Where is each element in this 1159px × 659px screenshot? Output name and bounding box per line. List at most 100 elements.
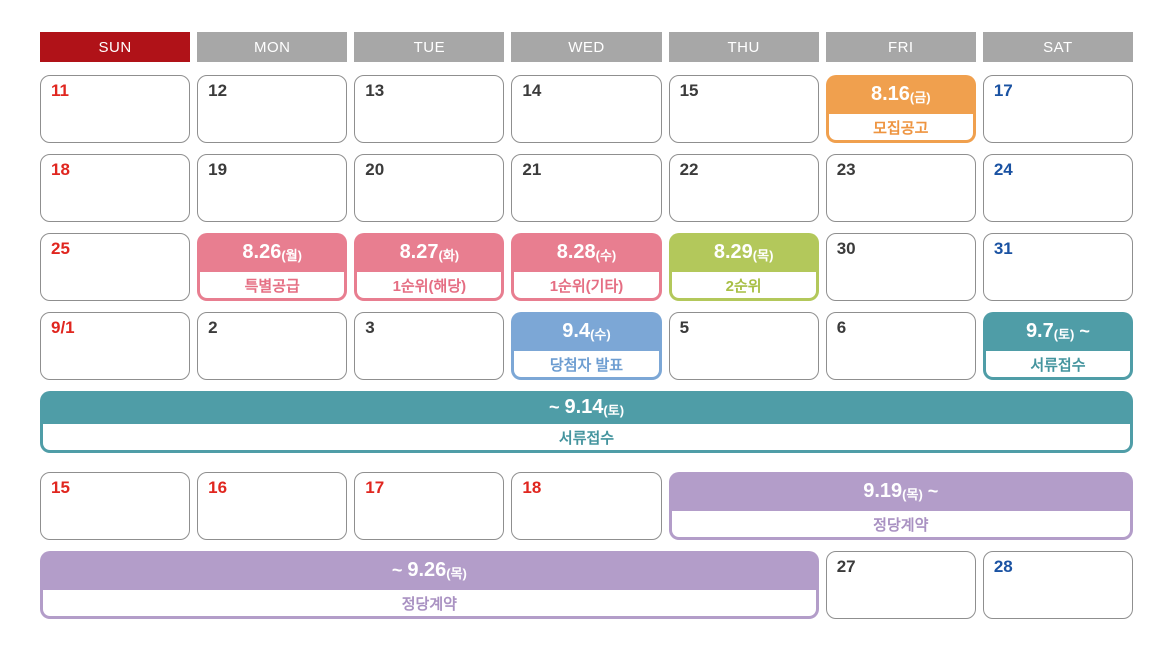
event-document-submission-start: 9.7 (토) ~ 서류접수 (982, 312, 1133, 380)
day-number: 6 (836, 318, 847, 337)
day-number: 5 (679, 318, 690, 337)
day-cell-sep-27: 27 (825, 551, 976, 619)
day-number: 14 (522, 81, 542, 100)
weekday-header-fri: FRI (825, 32, 976, 62)
day-cell-sep-17: 17 (354, 472, 505, 540)
event-date-weekday: (수) (595, 247, 617, 263)
day-cell-aug-24: 24 (982, 154, 1133, 222)
day-number: 18 (522, 478, 542, 497)
event-date-number: 9.26 (407, 559, 447, 581)
day-number: 23 (836, 160, 856, 179)
event-date-weekday: (토) (603, 402, 625, 418)
day-number: 17 (365, 478, 385, 497)
event-date: 9.19 (목) ~ (672, 472, 1130, 511)
day-number: 28 (993, 557, 1013, 576)
event-label: 서류접수 (985, 351, 1130, 377)
day-number: 3 (365, 318, 375, 337)
event-date-tilde: ~ (391, 560, 408, 580)
weekday-header-wed: WED (511, 32, 662, 62)
day-number: 19 (208, 160, 228, 179)
day-cell-sep-5: 5 (668, 312, 819, 380)
event-label: 특별공급 (200, 272, 345, 298)
day-number: 11 (51, 81, 69, 100)
event-date-tilde: ~ (922, 481, 939, 501)
event-winner-announcement: 9.4 (수) 당첨자 발표 (511, 312, 662, 380)
event-label: 모집공고 (828, 114, 973, 140)
day-cell-aug-22: 22 (668, 154, 819, 222)
day-cell-sep-15: 15 (40, 472, 191, 540)
event-date-number: 8.16 (870, 83, 910, 105)
event-date-number: 8.26 (242, 241, 282, 263)
event-label: 정당계약 (43, 590, 816, 616)
day-cell-aug-13: 13 (354, 75, 505, 143)
week-row-4: 9/1 2 3 9.4 (수) 당첨자 발표 5 6 9.7 (토) ~ 서류접수 (40, 312, 1133, 380)
event-date-weekday: (목) (752, 247, 774, 263)
day-number: 31 (993, 239, 1013, 258)
event-date-number: 9.4 (562, 320, 591, 342)
event-date-number: 8.27 (399, 241, 439, 263)
event-date-weekday: (화) (438, 247, 460, 263)
day-cell-aug-12: 12 (197, 75, 348, 143)
weekday-header-row: SUN MON TUE WED THU FRI SAT (40, 32, 1133, 62)
day-cell-sep-18: 18 (511, 472, 662, 540)
day-number: 21 (522, 160, 542, 179)
event-date-tilde: ~ (1074, 321, 1090, 341)
day-number: 18 (51, 160, 70, 179)
event-date-weekday: (수) (590, 326, 611, 342)
weekday-header-mon: MON (197, 32, 348, 62)
day-cell-aug-20: 20 (354, 154, 505, 222)
event-date-number: 9.7 (1025, 320, 1054, 342)
event-date-number: 9.14 (564, 396, 604, 418)
event-date-tilde: ~ (548, 397, 565, 417)
event-date: ~ 9.14 (토) (43, 391, 1130, 424)
day-cell-aug-17: 17 (982, 75, 1133, 143)
day-number: 15 (51, 478, 70, 497)
day-number: 22 (679, 160, 699, 179)
day-cell-sep-2: 2 (197, 312, 348, 380)
event-date: 8.16 (금) (829, 75, 973, 114)
day-number: 24 (993, 160, 1013, 179)
event-date: 8.28 (수) (514, 233, 658, 272)
event-date-number: 8.29 (713, 241, 753, 263)
weekday-header-sat: SAT (982, 32, 1133, 62)
event-document-submission-until: ~ 9.14 (토) 서류접수 (40, 391, 1133, 453)
event-date-weekday: (목) (446, 565, 467, 581)
day-cell-aug-18: 18 (40, 154, 191, 222)
event-date: 9.7 (토) ~ (986, 312, 1130, 351)
week-row-2: 18 19 20 21 22 23 24 (40, 154, 1133, 222)
day-cell-aug-23: 23 (825, 154, 976, 222)
event-date-weekday: (토) (1053, 326, 1075, 342)
application-schedule-calendar: SUN MON TUE WED THU FRI SAT 11 12 13 14 … (40, 32, 1133, 630)
day-cell-aug-19: 19 (197, 154, 348, 222)
event-rank1-local: 8.27 (화) 1순위(해당) (354, 233, 505, 301)
event-label: 1순위(기타) (514, 272, 659, 298)
event-date-weekday: (금) (909, 89, 931, 105)
day-cell-sep-16: 16 (197, 472, 348, 540)
event-contract-start: 9.19 (목) ~ 정당계약 (668, 472, 1133, 540)
day-cell-aug-25: 25 (40, 233, 191, 301)
day-number: 17 (993, 81, 1013, 100)
event-date: 9.4 (수) (514, 312, 658, 351)
week-row-5: ~ 9.14 (토) 서류접수 (40, 391, 1133, 453)
event-date-weekday: (월) (281, 247, 302, 263)
week-row-3: 25 8.26 (월) 특별공급 8.27 (화) 1순위(해당) 8.28 (수) … (40, 233, 1133, 301)
event-rank2: 8.29 (목) 2순위 (668, 233, 819, 301)
day-number: 2 (208, 318, 218, 337)
weekday-header-tue: TUE (354, 32, 505, 62)
event-date: 8.29 (목) (672, 233, 816, 272)
weekday-header-sun: SUN (40, 32, 191, 62)
week-row-7: ~ 9.26 (목) 정당계약 27 28 (40, 551, 1133, 619)
event-date: 8.26 (월) (200, 233, 344, 272)
day-cell-aug-15: 15 (668, 75, 819, 143)
day-cell-sep-3: 3 (354, 312, 505, 380)
day-cell-aug-21: 21 (511, 154, 662, 222)
event-label: 2순위 (671, 272, 816, 298)
event-label: 1순위(해당) (357, 272, 502, 298)
day-number: 20 (365, 160, 385, 179)
weekday-header-thu: THU (668, 32, 819, 62)
day-cell-sep-6: 6 (825, 312, 976, 380)
day-cell-aug-11: 11 (40, 75, 191, 143)
event-label: 당첨자 발표 (514, 351, 659, 377)
week-row-1: 11 12 13 14 15 8.16 (금) 모집공고 17 (40, 75, 1133, 143)
day-number: 15 (679, 81, 699, 100)
